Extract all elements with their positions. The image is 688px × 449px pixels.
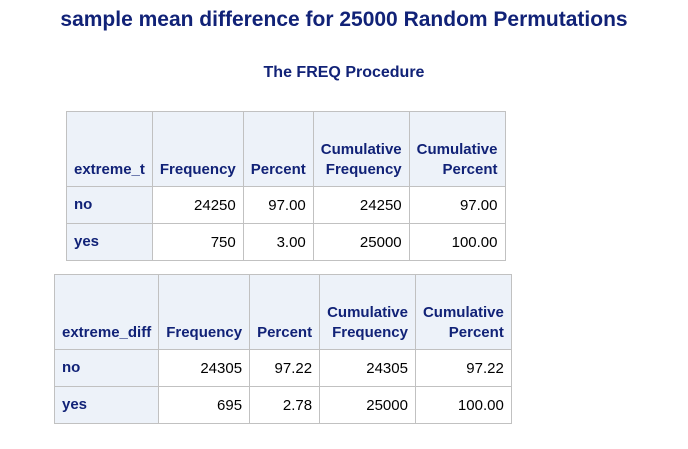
table-header-row: extreme_t Frequency Percent Cumulative Fr… (66, 111, 506, 187)
cell-percent: 3.00 (242, 223, 314, 261)
cell-frequency: 24250 (151, 186, 244, 224)
column-header-percent: Percent (242, 111, 314, 187)
header-line: Frequency (325, 161, 402, 178)
row-label: yes (66, 223, 153, 261)
column-header-frequency: Frequency (158, 274, 251, 350)
column-header-cumulative-percent: Cumulative Percent (408, 111, 506, 187)
table-header-row: extreme_diff Frequency Percent Cumulativ… (53, 274, 512, 350)
cell-frequency: 695 (158, 386, 251, 424)
header-line: Percent (442, 161, 498, 178)
table-row: no 24250 97.00 24250 97.00 (66, 186, 506, 224)
column-header-cumulative-frequency: Cumulative Frequency (312, 111, 410, 187)
cell-frequency: 750 (151, 223, 244, 261)
header-line: Frequency (332, 324, 408, 341)
table-row: yes 750 3.00 25000 100.00 (66, 223, 506, 261)
cell-percent: 2.78 (249, 386, 321, 424)
column-header-variable: extreme_diff (53, 274, 160, 350)
row-label: yes (53, 386, 160, 424)
column-header-cumulative-percent: Cumulative Percent (414, 274, 512, 350)
cell-cumulative-percent: 97.00 (408, 186, 506, 224)
cell-cumulative-frequency: 25000 (312, 223, 410, 261)
header-line: Cumulative (327, 304, 408, 321)
header-line: Cumulative (416, 141, 498, 158)
column-header-frequency: Frequency (151, 111, 244, 187)
column-header-variable: extreme_t (66, 111, 153, 187)
cell-cumulative-frequency: 24305 (319, 349, 416, 387)
header-line: Percent (448, 324, 504, 341)
column-header-cumulative-frequency: Cumulative Frequency (319, 274, 416, 350)
cell-frequency: 24305 (158, 349, 251, 387)
cell-cumulative-percent: 100.00 (408, 223, 506, 261)
cell-cumulative-percent: 100.00 (414, 386, 512, 424)
table-row: no 24305 97.22 24305 97.22 (53, 349, 512, 387)
cell-cumulative-frequency: 25000 (319, 386, 416, 424)
row-label: no (53, 349, 160, 387)
row-label: no (66, 186, 153, 224)
header-line: Cumulative (422, 304, 504, 321)
header-line: Cumulative (320, 141, 402, 158)
cell-cumulative-frequency: 24250 (312, 186, 410, 224)
report-title: sample mean difference for 25000 Random … (60, 8, 628, 31)
frequency-table-extreme-diff: extreme_diff Frequency Percent Cumulativ… (53, 274, 512, 424)
cell-percent: 97.22 (249, 349, 321, 387)
cell-percent: 97.00 (242, 186, 314, 224)
table-row: yes 695 2.78 25000 100.00 (53, 386, 512, 424)
column-header-percent: Percent (249, 274, 321, 350)
procedure-title: The FREQ Procedure (263, 64, 425, 81)
cell-cumulative-percent: 97.22 (414, 349, 512, 387)
frequency-table-extreme-t: extreme_t Frequency Percent Cumulative Fr… (66, 111, 506, 261)
